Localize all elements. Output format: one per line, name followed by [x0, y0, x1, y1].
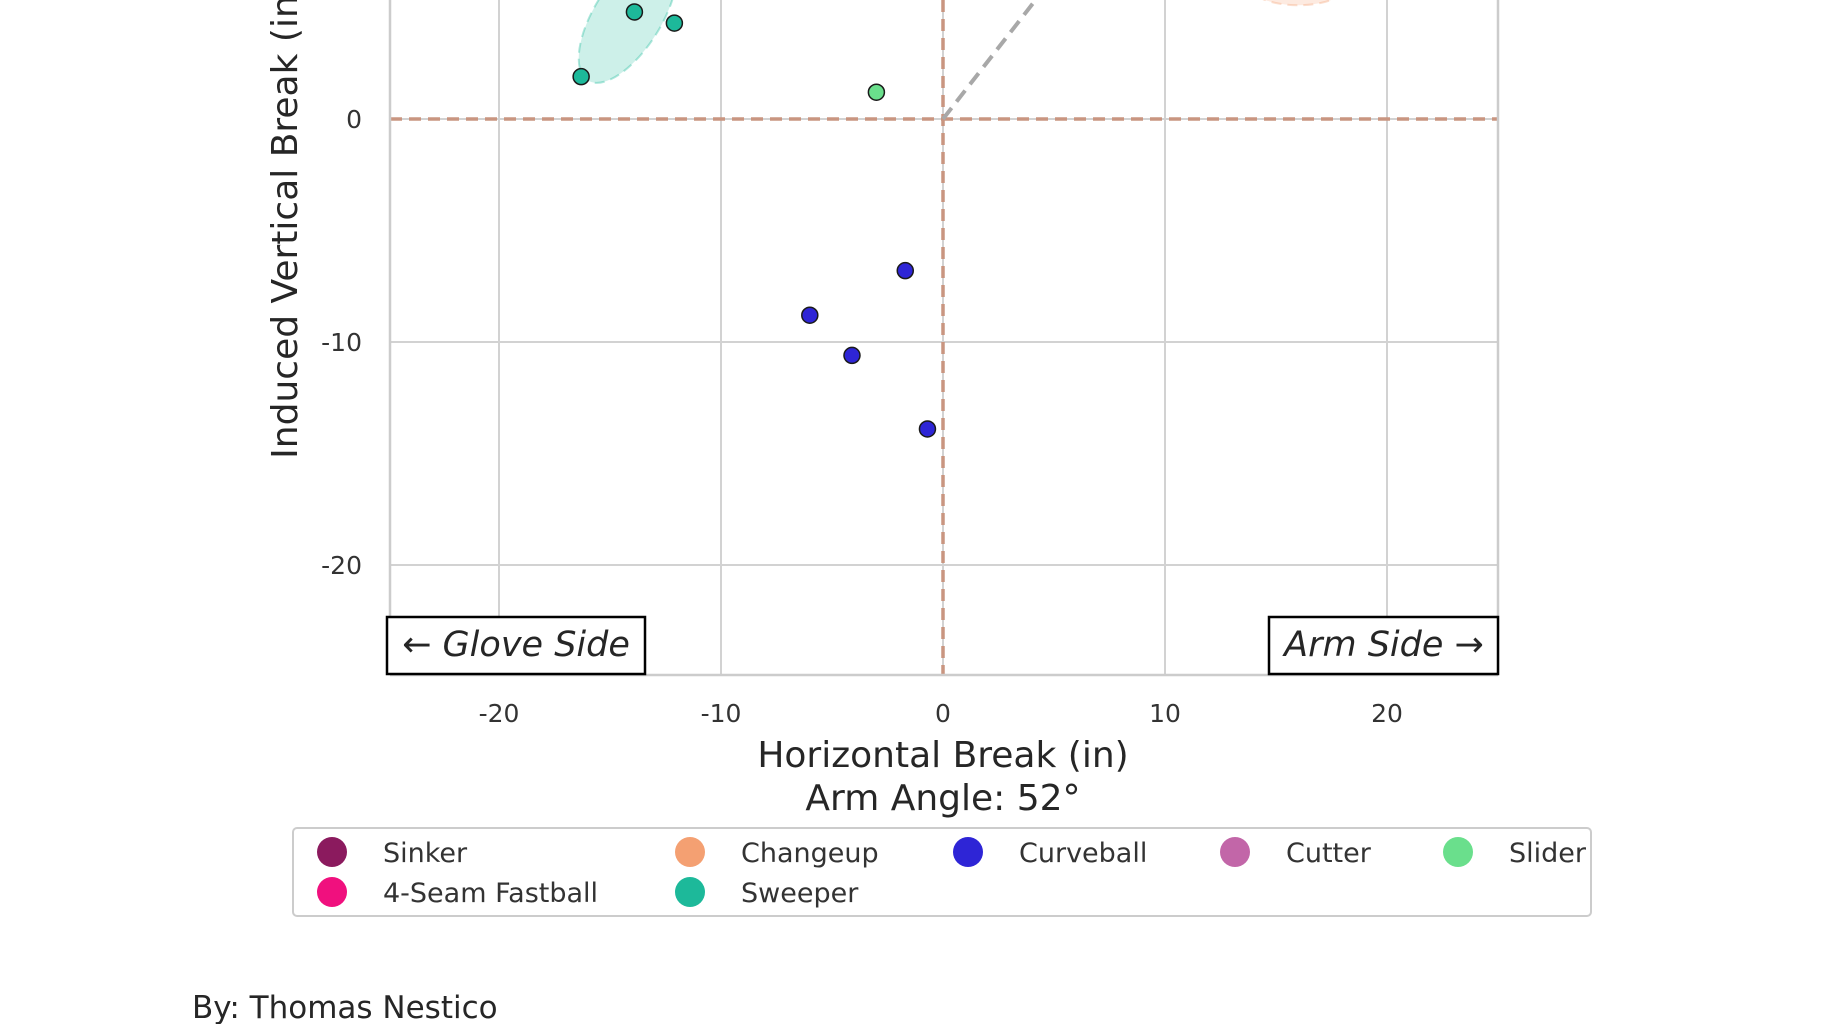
point-sweeper	[572, 67, 590, 86]
legend-label-changeup: Changeup	[741, 838, 879, 869]
point-curveball	[896, 261, 915, 280]
ellipse-changeup	[1262, 0, 1334, 7]
glove-side-label: ← Glove Side	[402, 625, 630, 665]
legend-label-curveball: Curveball	[1019, 838, 1147, 869]
legend-label-slider: Slider	[1509, 838, 1587, 869]
legend-label-4-seam-fastball: 4-Seam Fastball	[383, 878, 598, 909]
point-sweeper	[665, 14, 684, 32]
x-tick-labels: -20 -10 0 10 20	[479, 699, 1403, 728]
legend-marker-changeup	[675, 837, 705, 867]
y-axis-label: Induced Vertical Break (in)	[265, 0, 306, 459]
density-ellipses	[577, 0, 1334, 84]
point-curveball	[801, 306, 819, 324]
legend: Sinker Changeup Curveball Cutter Slider 4-Sea…	[292, 827, 1592, 917]
legend-marker-curveball	[953, 837, 983, 867]
legend-marker-sweeper	[675, 877, 705, 907]
x-tick-label: 0	[935, 699, 951, 728]
credit-text: By: Thomas Nestico	[192, 990, 498, 1024]
y-tick-label: -10	[321, 328, 362, 357]
legend-marker-slider	[1443, 837, 1473, 867]
point-slider	[867, 83, 886, 101]
x-axis-label: Horizontal Break (in)	[757, 735, 1128, 776]
arm-side-label: Arm Side →	[1282, 625, 1484, 665]
y-tick-labels: -20 -10 0	[321, 105, 362, 580]
arm-side-box: Arm Side →	[1267, 615, 1500, 676]
arm-angle-line	[941, 0, 1039, 121]
x-tick-label: -20	[479, 699, 520, 728]
arm-angle-label: Arm Angle: 52°	[805, 778, 1080, 819]
pitch-points	[572, 3, 937, 438]
y-tick-label: -20	[321, 551, 362, 580]
legend-marker-4-seam-fastball	[317, 877, 347, 907]
x-tick-label: -10	[701, 699, 742, 728]
legend-label-sweeper: Sweeper	[741, 878, 859, 909]
x-tick-label: 20	[1371, 699, 1403, 728]
legend-label-cutter: Cutter	[1286, 838, 1372, 869]
x-tick-label: 10	[1149, 699, 1181, 728]
legend-label-sinker: Sinker	[383, 838, 468, 869]
legend-marker-cutter	[1220, 837, 1250, 867]
y-tick-label: 0	[346, 105, 362, 134]
point-sweeper	[625, 3, 644, 21]
reference-lines	[390, 0, 1498, 675]
point-curveball	[918, 420, 937, 438]
legend-marker-sinker	[317, 837, 347, 867]
glove-side-box: ← Glove Side	[385, 615, 647, 676]
point-curveball	[843, 346, 861, 365]
